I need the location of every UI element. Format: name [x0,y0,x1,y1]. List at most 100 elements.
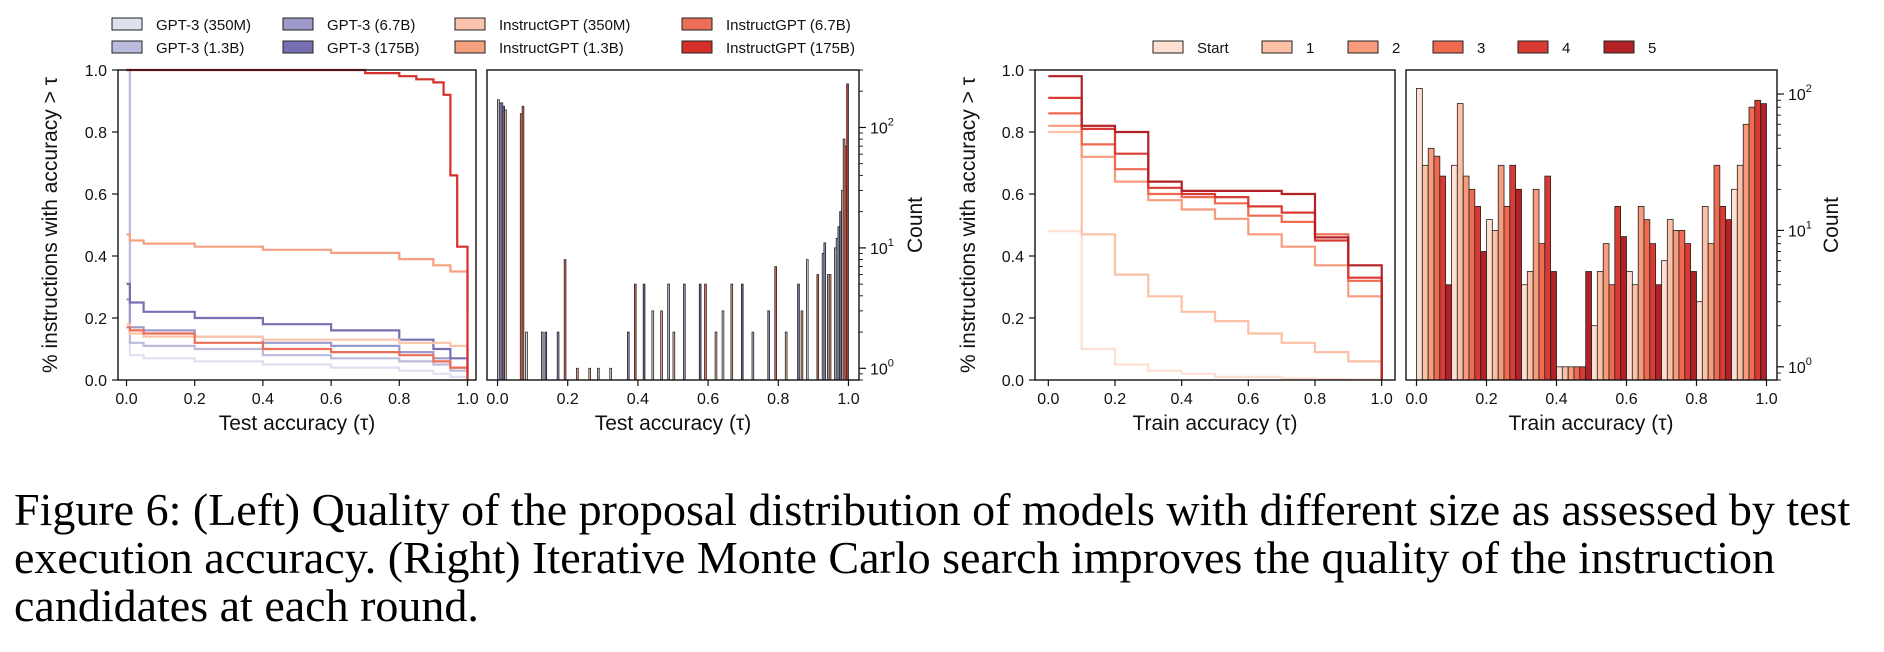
bar-instructgpt-1-3b [828,274,832,381]
bar-round-1 [1561,366,1569,381]
bar-round-4 [1754,99,1762,381]
bar-gpt-3-175b [797,283,800,381]
x-tick-label: 0.2 [184,391,206,408]
bar-round-1 [1596,271,1604,381]
legend-swatch [1432,40,1464,54]
bar-gpt-3-6-7b [683,283,686,381]
y-tick-label: 101 [1788,219,1812,240]
bar-instructgpt-1-3b [576,367,579,381]
bar-round-1 [1666,219,1674,381]
bar-round-5 [1620,236,1627,381]
bar-round-1 [1421,164,1429,381]
bar-round-3 [1503,205,1511,381]
bar-round-5 [1585,271,1592,381]
legend-swatch [681,17,713,31]
bar-round-start [1626,271,1633,381]
legend-swatch [282,40,314,54]
x-tick-label: 0.4 [1545,391,1567,408]
legend-swatch [111,17,143,31]
bar-round-4 [1719,205,1727,381]
bar-gpt-3-1-3b [667,283,670,381]
bar-round-2 [1497,164,1505,381]
x-tick-label: 0.4 [252,391,274,408]
bar-instructgpt-1-3b [800,310,804,381]
x-tick-label: 0.8 [767,391,789,408]
bar-gpt-3-175b [741,283,744,381]
x-tick-label: 0.4 [627,391,649,408]
bar-round-start [1696,301,1703,381]
x-tick-label: 0.0 [115,391,137,408]
bar-round-2 [1707,243,1715,381]
y-tick-label: 0.0 [85,373,107,390]
bar-round-5 [1760,103,1767,381]
bar-round-4 [1579,366,1587,381]
y-tick-label: 1.0 [85,63,107,80]
legend-swatch [454,40,486,54]
bar-instructgpt-6-7b [774,266,777,381]
y-tick-label: 0.4 [85,249,107,266]
legend-item-round-2: 2 [1347,40,1400,57]
bar-round-3 [1573,366,1581,381]
bar-round-3 [1468,188,1476,381]
bar-round-3 [1678,229,1686,381]
legend-label: GPT-3 (1.3B) [156,40,244,57]
x-tick-label: 1.0 [456,391,478,408]
panel-right-cdf-frame [1034,69,1396,381]
x-tick-label: 0.2 [1104,391,1126,408]
x-tick-label: 0.6 [1237,391,1259,408]
y-tick-label: 102 [1788,83,1812,104]
bar-round-1 [1456,103,1464,381]
panel-left-cdf: 0.0 0.2 0.4 0.6 0.8 1.0 0.0 0.2 0.4 0.6 0.8 1.0 Tes… [39,63,479,435]
x-tick-label: 0.6 [697,391,719,408]
series-line-instructgpt-1-3b [126,233,469,312]
panel-right-hist-xlabel: Train accuracy (τ) [1508,412,1673,435]
bar-round-1 [1701,205,1709,381]
bar-instructgpt-350m [672,331,676,381]
bar-gpt-3-6-7b [556,331,560,381]
bar-round-4 [1509,164,1517,381]
x-tick-label: 0.6 [1615,391,1637,408]
x-tick-label: 0.4 [1171,391,1193,408]
legend-swatch [1347,40,1379,54]
bar-instructgpt-350m [504,109,507,381]
bar-instructgpt-6-7b [521,105,525,381]
series-line-4 [1048,96,1383,380]
legend-label: 2 [1392,40,1400,57]
x-tick-label: 1.0 [837,391,859,408]
bar-round-5 [1550,271,1557,381]
y-tick-label: 0.2 [85,311,107,328]
series-line-instructgpt-6-7b [126,326,469,377]
x-tick-label: 0.8 [1685,391,1707,408]
legend-label: InstructGPT (175B) [726,40,855,57]
bar-round-2 [1742,123,1750,381]
x-tick-label: 0.2 [557,391,579,408]
x-tick-label: 0.0 [486,391,508,408]
legend-swatch [111,40,143,54]
bar-round-start [1451,164,1458,381]
legend-swatch [1517,40,1549,54]
legend-label: InstructGPT (350M) [499,17,630,34]
legend-label: GPT-3 (350M) [156,17,251,34]
panel-right-hist-frame [1405,69,1778,381]
bar-round-3 [1608,284,1616,381]
bar-round-3 [1538,243,1546,381]
series-line-gpt-3-350m [126,68,469,380]
bar-round-4 [1474,205,1482,381]
panel-left-cdf-xlabel: Test accuracy (τ) [219,412,376,435]
bar-gpt-3-175b [642,283,646,381]
bar-instructgpt-350m [714,331,718,381]
bar-gpt-3-350m [525,331,528,381]
panel-left-hist-ylabel: Count [904,197,927,253]
legend-item-instructgpt-6-7b: InstructGPT (6.7B) [681,17,851,34]
bar-gpt-3-6-7b [823,242,827,381]
y-tick-label: 0.4 [1002,249,1024,266]
bar-instructgpt-6-7b [704,283,707,381]
bar-round-2 [1567,366,1575,381]
y-tick-label: 0.6 [1002,187,1024,204]
legend-right: Start 1 2 3 4 5 [1152,40,1656,57]
bar-round-2 [1462,175,1470,381]
y-tick-label: 100 [870,357,894,378]
legend-swatch [1261,40,1293,54]
panel-right-hist-ylabel: Count [1820,197,1843,253]
legend-label: GPT-3 (175B) [327,40,420,57]
